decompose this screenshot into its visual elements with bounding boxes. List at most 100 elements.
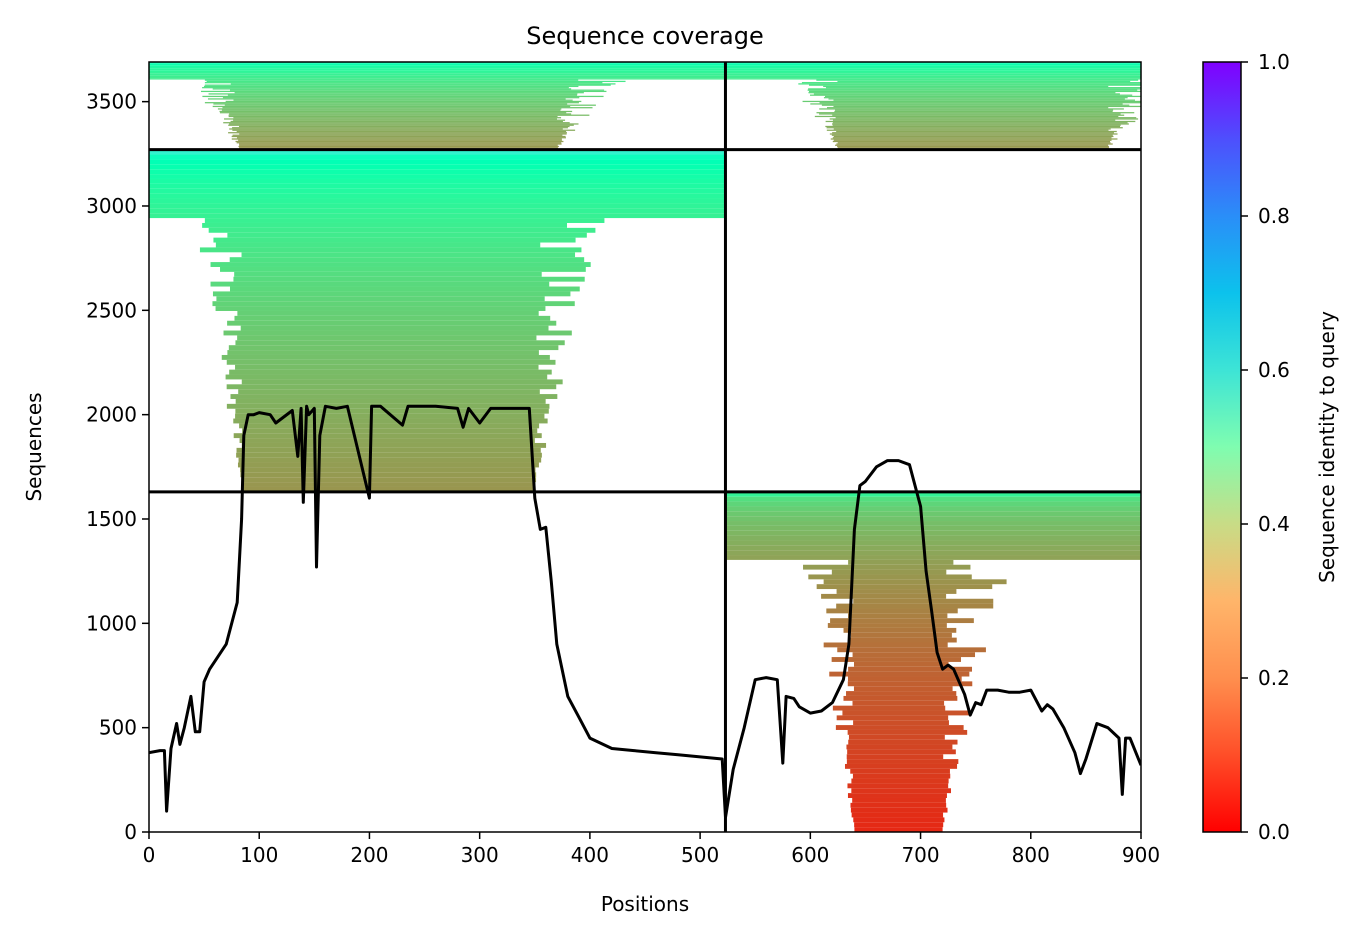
coverage-strip [149,198,726,204]
coverage-strip [238,457,542,463]
coverage-strip [234,271,542,277]
coverage-strip [232,127,568,129]
coverage-strip [831,657,962,662]
coverage-strip [725,63,1141,65]
coverage-strip [223,122,570,124]
coverage-strip [228,132,567,134]
coverage-strip [725,521,1141,526]
coverage-strip [149,154,726,160]
coverage-strip [725,516,1141,522]
y-tick-label: 1500 [86,507,137,531]
coverage-strip [238,139,562,141]
coverage-strip [833,99,1136,101]
coverage-strip [233,433,542,439]
coverage-strip [230,120,563,123]
coverage-strip [725,72,1141,74]
coverage-strip [227,320,557,326]
coverage-strip [725,69,1141,71]
coverage-strip [216,296,545,302]
coverage-block-4 [725,491,1141,832]
coverage-strip [232,129,576,131]
coverage-strip [798,83,1141,85]
coverage-strip [848,734,945,740]
coverage-strip [228,115,558,118]
coverage-strip [808,90,1141,93]
coverage-strip [241,477,537,483]
coverage-strip [843,695,958,701]
coverage-strip [831,569,947,575]
coverage-strip [207,98,566,100]
coverage-strip [847,729,968,735]
coverage-strip [852,700,945,706]
coverage-strip [814,115,1119,118]
coverage-strip [240,467,536,473]
colorbar-axis: 0.0 0.2 0.4 0.6 0.8 1.0 [1241,50,1290,844]
coverage-strip [210,281,550,287]
coverage-strip [235,408,549,414]
coverage-strip [725,506,1141,512]
coverage-strip [836,130,1117,133]
coverage-strip [725,67,1141,69]
coverage-strip [212,88,572,90]
coverage-strip [241,252,576,258]
coverage-strip [810,103,1123,105]
x-tick-label: 0 [143,843,156,867]
coverage-strip [826,127,1123,129]
coverage-strip [725,64,1141,66]
coverage-strip [230,394,558,399]
coverage-strip [237,462,539,468]
coverage-strip [810,94,1133,96]
colorbar-tick-label: 0.6 [1258,358,1290,382]
coverage-strip [725,65,1141,68]
coverage-strip [149,75,726,78]
coverage-strip [850,632,952,638]
coverage-strip [808,84,1141,86]
coverage-strip [149,72,726,74]
coverage-strip [850,637,957,643]
coverage-strip [725,540,1141,546]
coverage-strip [239,144,558,146]
coverage-strip [236,130,567,133]
coverage-strip [231,135,566,138]
coverage-strip [852,652,976,658]
coverage-strip [203,85,579,88]
coverage-strip [848,559,954,565]
coverage-strip [241,482,536,487]
coverage-strip [832,124,1121,126]
coverage-strip [239,143,562,145]
coverage-strip [149,203,726,209]
coverage-strip [853,817,945,823]
coverage-strip [239,423,540,429]
coverage-strip [834,110,1113,113]
coverage-strip [833,135,1114,138]
coverage-strip [821,104,1130,106]
coverage-strip [240,325,549,331]
coverage-strip [238,389,540,395]
coverage-strip [725,75,1141,78]
coverage-strip [210,262,591,267]
coverage-strip [229,286,580,292]
coverage-strip [227,94,578,96]
coverage-strip [234,315,551,321]
coverage-strip [816,79,1139,81]
coverage-strip [819,113,1121,115]
coverage-strip [149,213,726,219]
coverage-strip [832,123,1129,125]
coverage-strip [847,676,962,682]
y-tick-label: 3500 [86,90,137,114]
x-tick-label: 100 [240,843,278,867]
coverage-strip [848,613,948,619]
coverage-strip [215,306,546,311]
coverage-strip [725,77,1141,79]
coverage-strip [227,350,539,355]
coverage-strip [835,117,1137,119]
coverage-strip [847,749,956,755]
coverage-strip [819,108,1124,110]
coverage-strip [230,83,616,85]
coverage-strip [825,120,1136,123]
coverage-block-2 [725,62,1141,150]
coverage-strip [819,102,1141,104]
coverage-strip [149,63,726,65]
coverage-strip [854,822,944,828]
coverage-strip [837,147,1110,149]
